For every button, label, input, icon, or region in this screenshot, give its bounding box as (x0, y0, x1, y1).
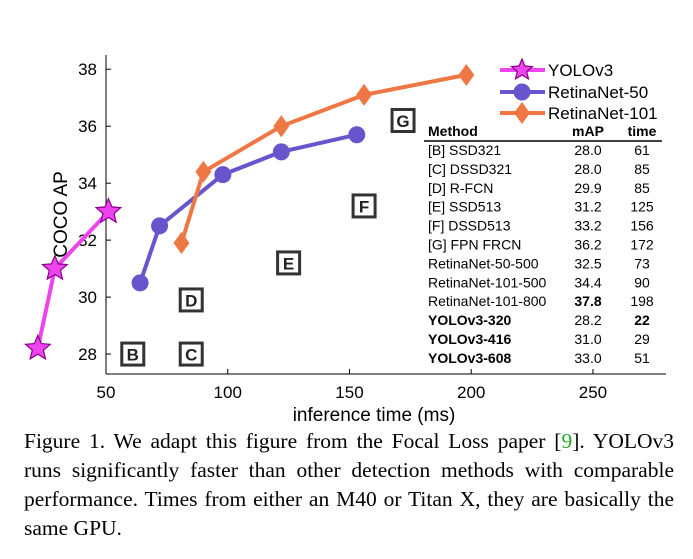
point-retinanet-50 (151, 217, 169, 235)
table-cell-map: 31.2 (574, 199, 601, 215)
table-cell-map: 34.4 (574, 274, 601, 290)
point-retinanet-50 (348, 126, 366, 144)
table-cell-method: YOLOv3-320 (428, 312, 511, 328)
point-retinanet-101 (273, 115, 290, 138)
table-cell-method: [F] DSSD513 (428, 218, 511, 234)
table-cell-time: 125 (630, 199, 654, 215)
table-cell-time: 51 (634, 350, 650, 366)
table-cell-method: RetinaNet-50-500 (428, 255, 539, 271)
table-cell-method: [B] SSD321 (428, 142, 501, 158)
point-retinanet-50 (272, 143, 290, 161)
table-cell-map: 36.2 (574, 237, 601, 253)
legend-diamond-icon (514, 102, 530, 124)
point-box-f (351, 193, 377, 219)
table-cell-time: 85 (634, 161, 650, 177)
caption-prefix: Figure 1. We adapt this figure from the … (24, 429, 562, 453)
table-cell-time: 61 (634, 142, 650, 158)
table-cell-time: 29 (634, 331, 650, 347)
series-line-yolov3 (35, 210, 110, 349)
table-cell-time: 172 (630, 237, 654, 253)
table-cell-map: 37.8 (574, 293, 601, 309)
x-tick-label: 100 (214, 383, 242, 402)
point-box-label: D (185, 291, 197, 310)
point-retinanet-101 (356, 83, 373, 106)
table-cell-time: 90 (634, 274, 650, 290)
legend-star-icon (509, 57, 535, 81)
point-retinanet-101 (195, 160, 212, 183)
x-tick-label: 200 (457, 383, 485, 402)
point-yolov3 (94, 197, 123, 224)
y-tick-label: 32 (78, 231, 97, 250)
table-cell-time: 156 (630, 218, 654, 234)
table-cell-method: YOLOv3-608 (428, 350, 511, 366)
table-cell-map: 31.0 (574, 331, 601, 347)
point-box-label: C (185, 346, 197, 365)
point-retinanet-101 (458, 63, 475, 86)
caption-ref-link[interactable]: 9 (561, 429, 573, 453)
point-label-boxes: B C D E F G (120, 108, 416, 367)
series-line-retinanet-101 (179, 72, 467, 244)
table-header-method: Method (428, 123, 478, 139)
table-header-time: time (628, 123, 657, 139)
y-tick-label: 30 (78, 288, 97, 307)
table-cell-time: 198 (630, 293, 654, 309)
x-tick-label: 250 (579, 383, 607, 402)
table-cell-map: 33.2 (574, 218, 601, 234)
point-box-label: G (396, 112, 409, 131)
table-cell-time: 85 (634, 180, 650, 196)
legend-label: RetinaNet-101 (548, 104, 658, 123)
table-cell-method: YOLOv3-416 (428, 331, 511, 347)
point-box-g (390, 108, 416, 134)
point-box-label: B (127, 346, 139, 365)
y-tick-label: 28 (78, 345, 97, 364)
results-table: Method mAP time [B] SSD321 28.0 61 [C] DSSD321… (424, 123, 662, 366)
table-cell-method: [G] FPN FRCN (428, 237, 521, 253)
legend-circle-icon (513, 83, 531, 101)
series-markers (24, 63, 475, 361)
point-box-e (276, 250, 302, 276)
table-cell-map: 33.0 (574, 350, 601, 366)
table-cell-method: [C] DSSD321 (428, 161, 512, 177)
table-cell-method: [D] R-FCN (428, 180, 493, 196)
table-cell-time: 22 (634, 312, 650, 328)
point-box-label: F (359, 197, 369, 216)
legend-label: RetinaNet-50 (548, 83, 648, 102)
x-axis-label: inference time (ms) (293, 405, 456, 425)
table-cell-map: 32.5 (574, 255, 601, 271)
point-box-label: E (283, 254, 294, 273)
point-yolov3 (24, 333, 52, 361)
table-cell-map: 28.0 (574, 161, 601, 177)
y-tick-label: 38 (78, 60, 97, 79)
series-line-retinanet-50 (138, 132, 358, 284)
table-cell-method: RetinaNet-101-800 (428, 293, 547, 309)
chart: 28 30 32 34 36 38 50 100 150 200 250 inference time… (24, 55, 666, 425)
table-cell-time: 73 (634, 255, 650, 271)
caption-suffix: ]. YOLOv3 runs significantly faster than… (24, 429, 675, 540)
table-cell-method: RetinaNet-101-500 (428, 274, 547, 290)
point-box-c (178, 341, 204, 367)
point-yolov3 (41, 254, 69, 281)
table-header-map: mAP (572, 123, 604, 139)
legend: YOLOv3 RetinaNet-50 RetinaNet-101 (500, 57, 658, 124)
x-tick-label: 150 (335, 383, 363, 402)
legend-label: YOLOv3 (548, 61, 613, 80)
table-cell-map: 29.9 (574, 180, 601, 196)
point-retinanet-50 (131, 274, 149, 292)
table-cell-map: 28.0 (574, 142, 601, 158)
y-tick-label: 34 (78, 174, 97, 193)
figure-caption: Figure 1. We adapt this figure from the … (24, 427, 674, 543)
point-retinanet-101 (173, 231, 190, 254)
y-tick-label: 36 (78, 117, 97, 136)
table-cell-map: 28.2 (574, 312, 601, 328)
point-retinanet-50 (214, 166, 232, 184)
x-tick-label: 50 (97, 383, 116, 402)
y-axis-label: COCO AP (51, 171, 72, 258)
table-cell-method: [E] SSD513 (428, 199, 501, 215)
axes: 28 30 32 34 36 38 50 100 150 200 250 inference time… (51, 55, 666, 425)
point-box-b (120, 341, 146, 367)
point-box-d (178, 287, 204, 313)
